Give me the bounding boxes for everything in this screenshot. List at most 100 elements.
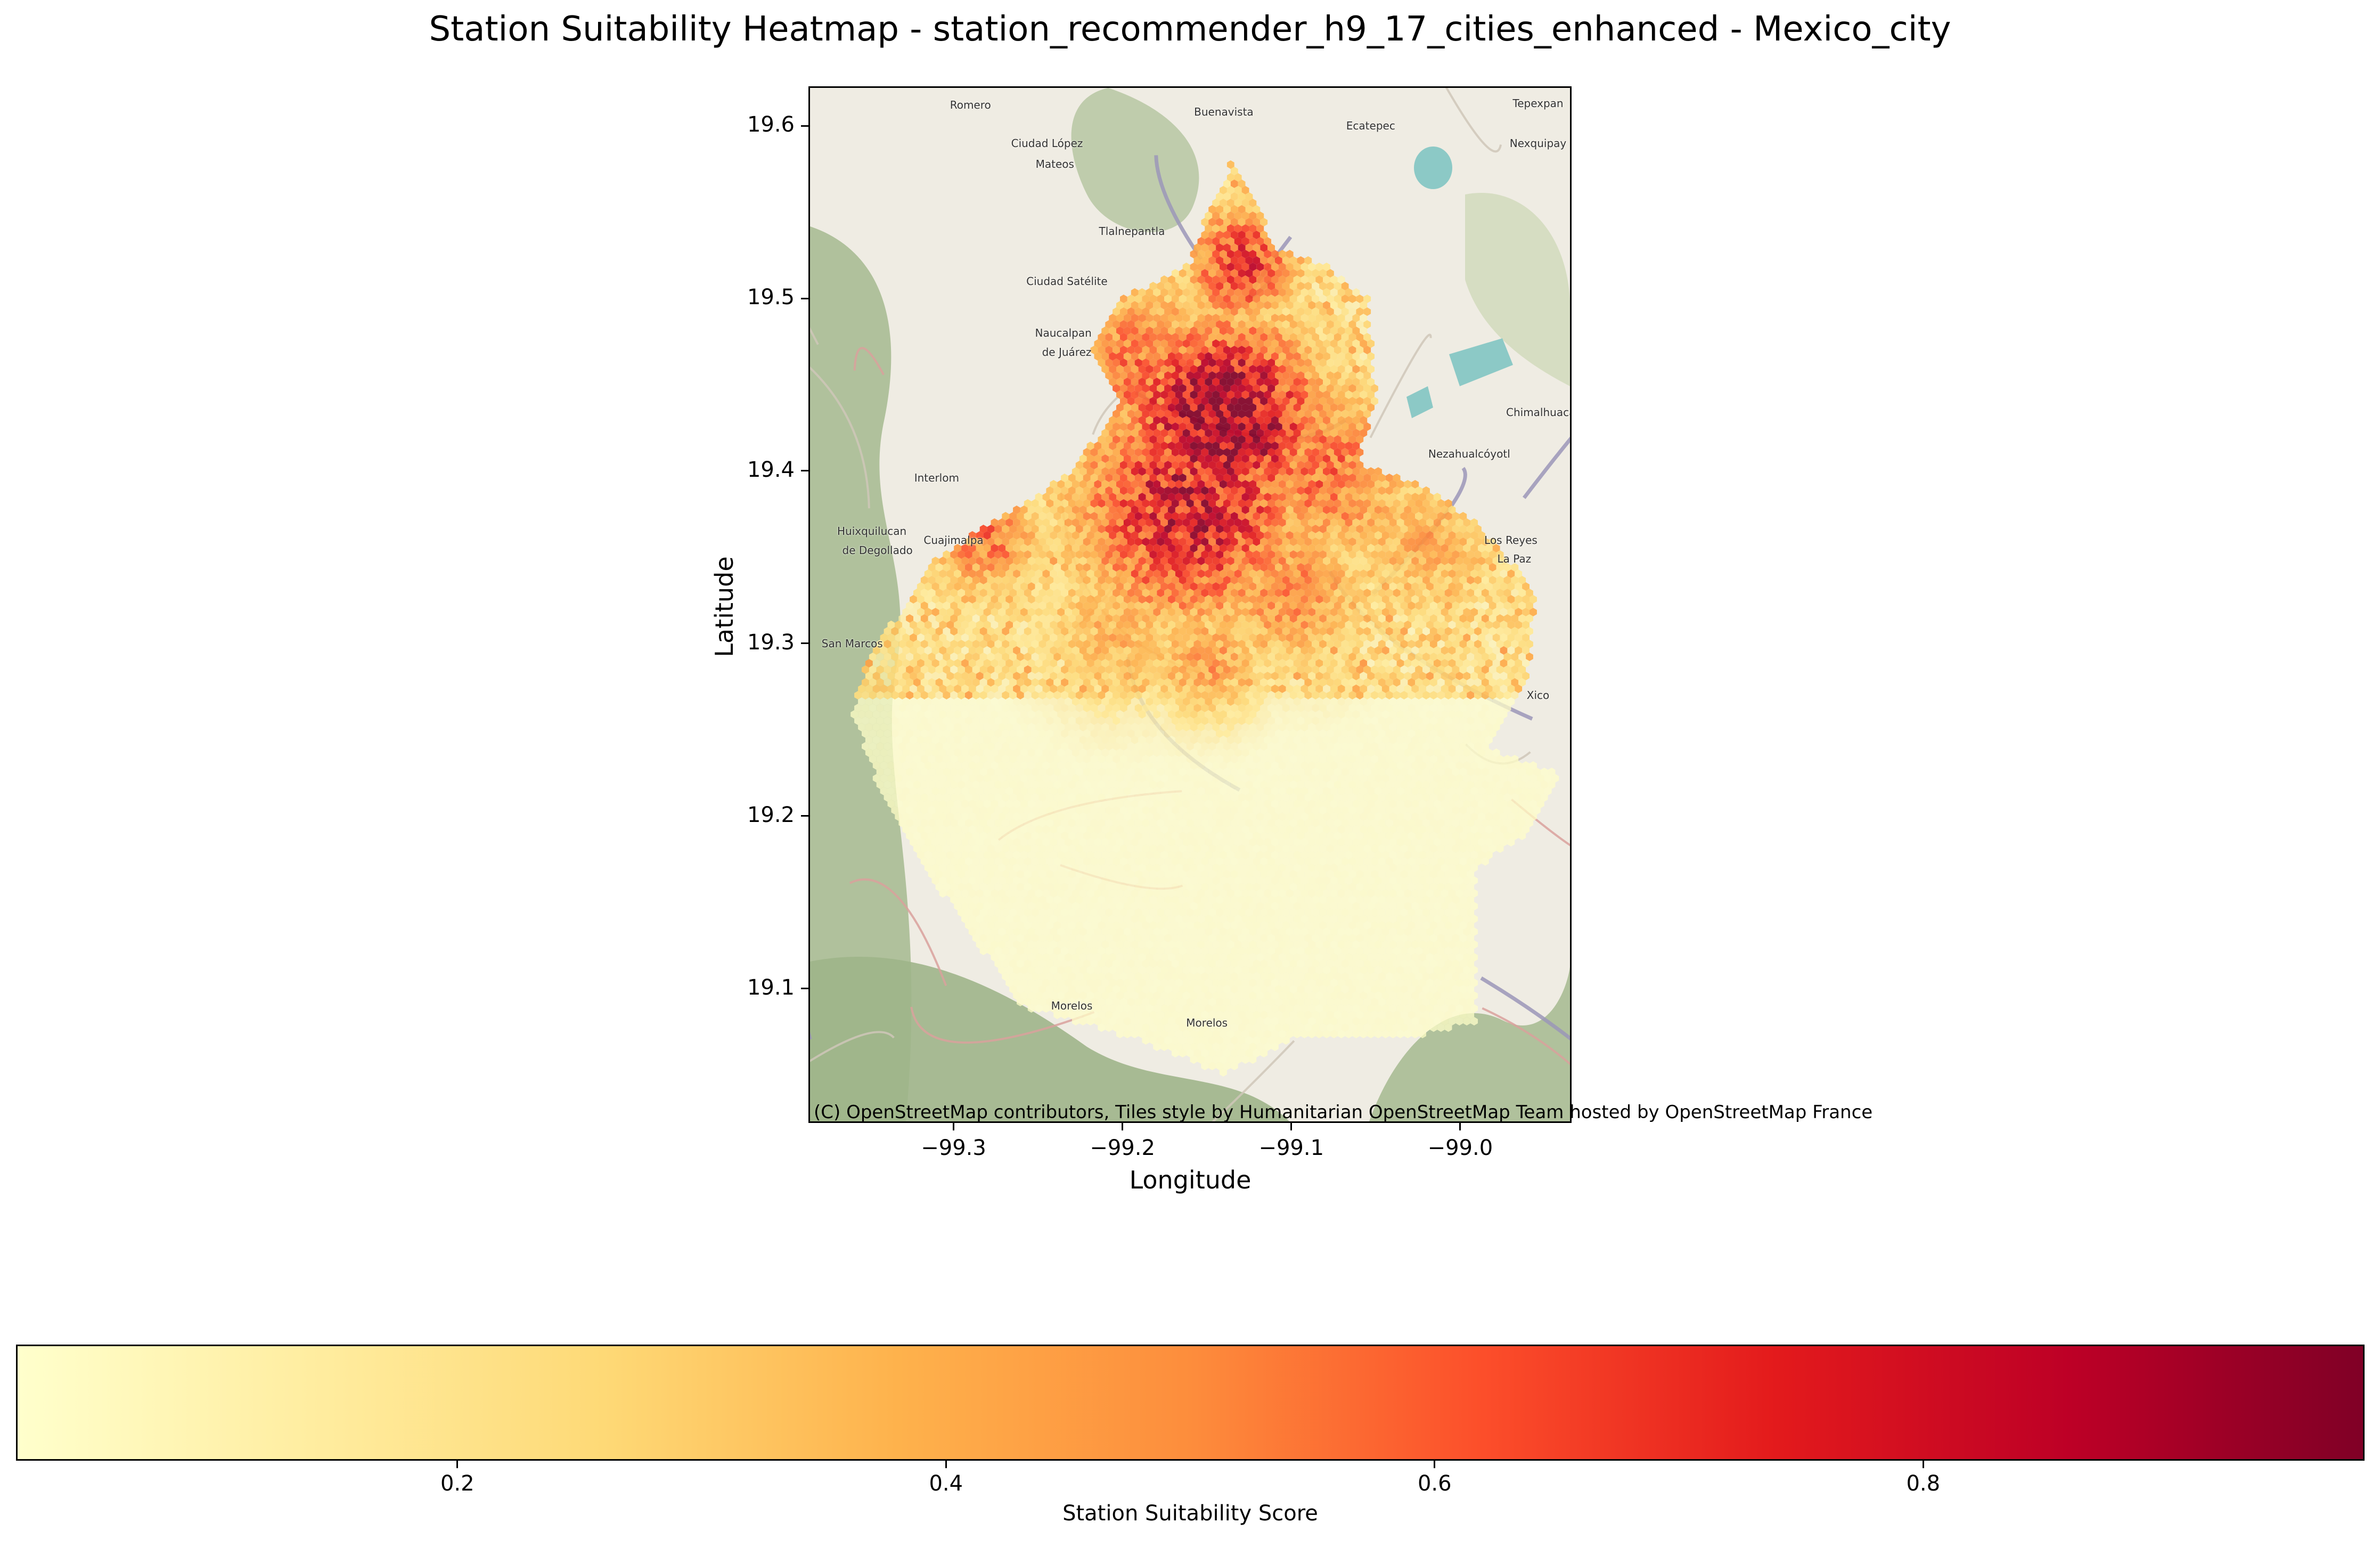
heatmap-hex-cell bbox=[1308, 390, 1316, 399]
heatmap-hex-cell bbox=[1190, 288, 1198, 297]
heatmap-hex-cell bbox=[1271, 480, 1279, 488]
heatmap-hex-cell bbox=[1146, 327, 1154, 335]
heatmap-hex-cell bbox=[1186, 397, 1194, 405]
heatmap-hex-cell bbox=[1271, 429, 1279, 437]
heatmap-hex-cell bbox=[1160, 416, 1168, 425]
heatmap-hex-cell bbox=[1275, 422, 1282, 431]
heatmap-hex-cell bbox=[1230, 397, 1238, 405]
heatmap-hex-cell bbox=[1142, 320, 1150, 329]
heatmap-hex-cell bbox=[1278, 263, 1286, 271]
heatmap-hex-cell bbox=[1223, 218, 1231, 226]
heatmap-hex-cell bbox=[1282, 410, 1290, 418]
heatmap-hex-cell bbox=[1113, 371, 1120, 380]
heatmap-hex-cell bbox=[1201, 333, 1209, 341]
heatmap-hex-cell bbox=[1212, 275, 1220, 284]
heatmap-hex-cell bbox=[1356, 410, 1364, 418]
heatmap-hex-cell bbox=[1267, 486, 1275, 495]
heatmap-hex-cell bbox=[1123, 301, 1131, 310]
heatmap-hex-cell bbox=[1308, 454, 1316, 463]
heatmap-hex-cell bbox=[1113, 333, 1120, 341]
basemap-road bbox=[1445, 88, 1502, 153]
heatmap-hex-cell bbox=[1408, 486, 1416, 495]
heatmap-hex-cell bbox=[1278, 403, 1286, 412]
heatmap-hex-cell bbox=[1113, 461, 1120, 469]
heatmap-hex-cell bbox=[1315, 429, 1323, 437]
heatmap-hex-cell bbox=[1157, 359, 1165, 367]
heatmap-hex-cell bbox=[1109, 454, 1116, 463]
heatmap-hex-cell bbox=[1142, 486, 1150, 495]
heatmap-hex-cell bbox=[1223, 269, 1231, 278]
heatmap-hex-cell bbox=[1068, 474, 1076, 482]
heatmap-hex-cell bbox=[1260, 435, 1268, 444]
heatmap-hex-cell bbox=[1208, 359, 1216, 367]
heatmap-hex-cell bbox=[1230, 422, 1238, 431]
heatmap-hex-cell bbox=[1182, 365, 1190, 373]
heatmap-hex-cell bbox=[1304, 397, 1312, 405]
heatmap-hex-cell bbox=[1260, 474, 1268, 482]
heatmap-hex-cell bbox=[1297, 333, 1305, 341]
heatmap-hex-cell bbox=[1175, 403, 1183, 412]
heatmap-hex-cell bbox=[1042, 493, 1050, 501]
heatmap-hex-cell bbox=[1260, 333, 1268, 341]
heatmap-hex-cell bbox=[1334, 422, 1342, 431]
heatmap-hex-cell bbox=[1123, 339, 1131, 348]
heatmap-hex-cell bbox=[1101, 352, 1109, 361]
heatmap-hex-cell bbox=[1146, 378, 1154, 386]
heatmap-hex-cell bbox=[1220, 416, 1227, 425]
heatmap-hex-cell bbox=[1142, 435, 1150, 444]
map-axes[interactable]: Romero Buenavista Tepexpan Ecatepec Nexquipa… bbox=[808, 86, 1572, 1123]
heatmap-hex-cell bbox=[1352, 378, 1360, 386]
heatmap-hex-cell bbox=[1253, 320, 1261, 329]
heatmap-hex-cell bbox=[1226, 250, 1234, 258]
heatmap-hex-cell bbox=[1193, 448, 1201, 457]
heatmap-hex-cell bbox=[1131, 301, 1139, 310]
heatmap-hex-cell bbox=[1113, 359, 1120, 367]
heatmap-hex-cell bbox=[1289, 410, 1297, 418]
heatmap-hex-cell bbox=[1226, 211, 1234, 220]
heatmap-hex-cell bbox=[1334, 346, 1342, 354]
heatmap-hex-cell bbox=[1120, 384, 1127, 393]
heatmap-hex-cell bbox=[1278, 288, 1286, 297]
heatmap-hex-cell bbox=[1172, 410, 1179, 418]
heatmap-hex-cell bbox=[1186, 410, 1194, 418]
heatmap-hex-cell bbox=[1260, 320, 1268, 329]
heatmap-hex-cell bbox=[1301, 480, 1308, 488]
heatmap-hex-cell bbox=[1238, 359, 1246, 367]
heatmap-hex-cell bbox=[1330, 403, 1338, 412]
heatmap-hex-cell bbox=[1315, 365, 1323, 373]
heatmap-hex-cell bbox=[1179, 371, 1187, 380]
heatmap-hex-cell bbox=[1293, 275, 1301, 284]
heatmap-svg[interactable] bbox=[810, 88, 1570, 1121]
heatmap-hex-cell bbox=[1153, 365, 1161, 373]
heatmap-hex-cell bbox=[1264, 250, 1271, 258]
heatmap-hex-cell bbox=[1208, 256, 1216, 265]
heatmap-hex-cell bbox=[1193, 435, 1201, 444]
heatmap-hex-cell bbox=[1264, 378, 1271, 386]
heatmap-hex-cell bbox=[1131, 339, 1139, 348]
heatmap-hex-cell bbox=[1172, 307, 1179, 316]
heatmap-hex-cell bbox=[1116, 327, 1124, 335]
heatmap-hex-cell bbox=[1282, 256, 1290, 265]
heatmap-hex-cell bbox=[1120, 359, 1127, 367]
heatmap-hex-cell bbox=[1241, 442, 1249, 450]
heatmap-hex-cell bbox=[1230, 346, 1238, 354]
heatmap-hex-cell bbox=[1293, 390, 1301, 399]
heatmap-hex-cell bbox=[1323, 454, 1330, 463]
heatmap-hex-cell bbox=[1172, 320, 1179, 329]
heatmap-hex-cell bbox=[1330, 454, 1338, 463]
heatmap-hex-cell bbox=[1223, 410, 1231, 418]
heatmap-hex-cell bbox=[1260, 410, 1268, 418]
heatmap-hex-cell bbox=[1245, 218, 1253, 226]
heatmap-hex-cell bbox=[1186, 486, 1194, 495]
heatmap-hex-cell bbox=[1109, 467, 1116, 476]
heatmap-hex-cell bbox=[1275, 435, 1282, 444]
heatmap-hex-cell bbox=[1422, 486, 1430, 495]
heatmap-hex-cell bbox=[1334, 295, 1342, 303]
heatmap-hex-cell bbox=[1116, 403, 1124, 412]
heatmap-hex-cell bbox=[1238, 231, 1246, 239]
heatmap-hex-cell bbox=[1175, 467, 1183, 476]
heatmap-hex-cell bbox=[1168, 327, 1175, 335]
heatmap-hex-cell bbox=[1286, 352, 1294, 361]
heatmap-hex-cell bbox=[1153, 480, 1161, 488]
heatmap-hex-cell bbox=[1105, 435, 1113, 444]
